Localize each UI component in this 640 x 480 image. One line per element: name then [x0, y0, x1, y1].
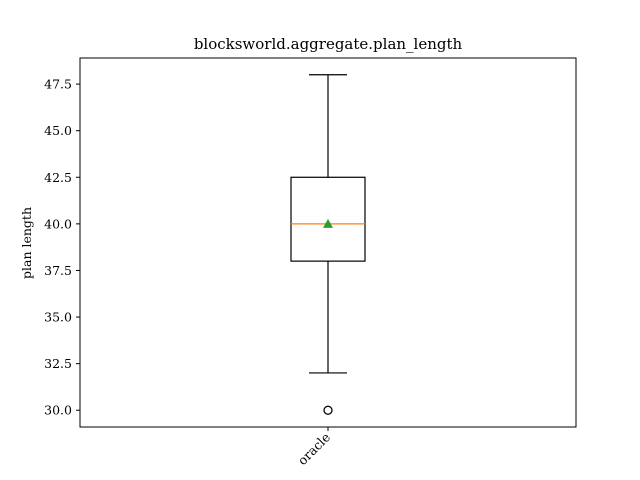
box-iqr: [290, 176, 366, 262]
x-tick-label: oracle: [295, 430, 333, 468]
y-tick-label: 42.5: [44, 170, 72, 185]
chart-title: blocksworld.aggregate.plan_length: [194, 35, 463, 53]
plot-area: 30.0 32.5 35.0 37.5 40.0 42.5 45.0 47.5 oracle: [44, 57, 577, 468]
y-tick-label: 37.5: [44, 263, 72, 278]
y-tick-label: 30.0: [44, 403, 72, 418]
y-tick-label: 35.0: [44, 310, 72, 325]
y-tick-label: 47.5: [44, 77, 72, 92]
mean-marker: [323, 218, 333, 228]
y-tick-label: 40.0: [44, 216, 72, 231]
y-tick-label: 32.5: [44, 356, 72, 371]
y-axis-label: plan length: [19, 207, 34, 279]
outlier-point: [323, 405, 333, 415]
y-tick-label: 45.0: [44, 123, 72, 138]
